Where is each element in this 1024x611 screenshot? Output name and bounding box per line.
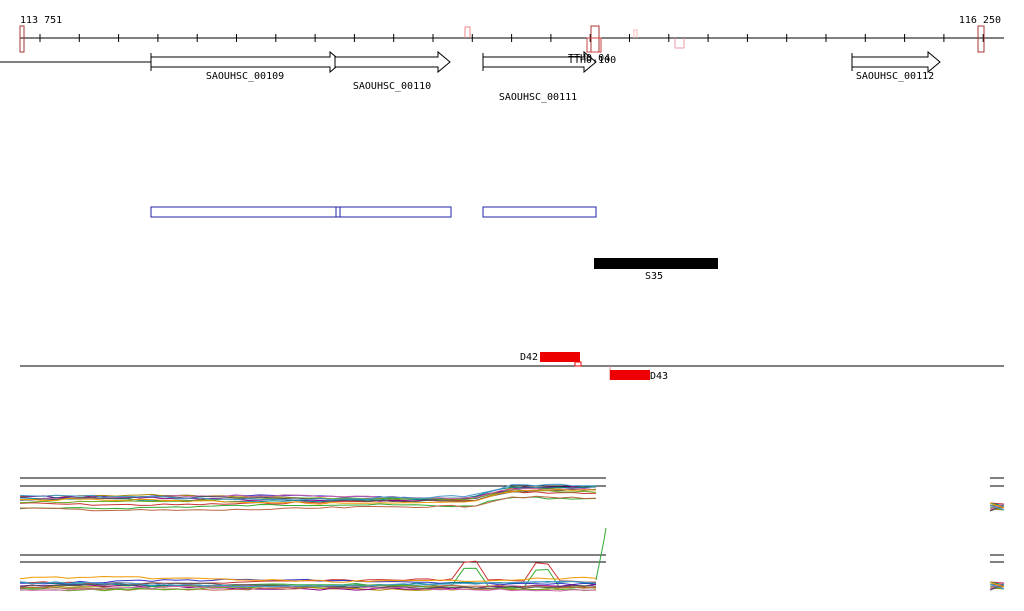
marker [586, 37, 602, 53]
segment [540, 352, 580, 362]
ruler-start: 113 751 [20, 15, 62, 26]
trace [989, 504, 1005, 511]
ruler-end: 116 250 [959, 15, 1001, 26]
gene-arrow [334, 50, 451, 74]
trace [989, 503, 1005, 510]
gene-arrow [150, 50, 343, 74]
trace [595, 527, 607, 581]
overlap-label: TTH0.100 [568, 55, 616, 66]
marker [464, 26, 471, 38]
segment [574, 361, 582, 367]
gene-label: SAOUHSC_00111 [499, 92, 577, 103]
trace [19, 487, 597, 501]
gene-arrow [482, 50, 597, 74]
gene-label: SAOUHSC_00110 [353, 81, 431, 92]
segment-label: S35 [645, 271, 663, 282]
marker [674, 38, 685, 49]
gene-start [0, 53, 152, 71]
gene-arrow [851, 50, 941, 74]
marker [633, 29, 638, 38]
trace [19, 580, 597, 588]
cds-box [150, 206, 341, 218]
marker [19, 25, 25, 53]
cds-box [335, 206, 452, 218]
trace [19, 575, 597, 583]
trace [989, 582, 1005, 589]
trace [989, 583, 1005, 590]
marker [977, 25, 985, 53]
trace [19, 583, 597, 591]
segment-label: D43 [650, 371, 668, 382]
ruler-ticks [39, 34, 984, 42]
marker [590, 25, 600, 53]
trace [989, 502, 1005, 509]
expression-tracks [19, 477, 1005, 592]
trace [19, 483, 596, 501]
segment [594, 258, 718, 269]
overlap-label: TTH0.04 [568, 53, 610, 64]
trace [20, 489, 597, 505]
segment-label: D42 [520, 352, 538, 363]
gene-label: SAOUHSC_00112 [856, 71, 934, 82]
cds-box [482, 206, 597, 218]
trace [989, 581, 1005, 588]
gene-label: SAOUHSC_00109 [206, 71, 284, 82]
segment [610, 370, 650, 380]
trace [19, 495, 597, 512]
